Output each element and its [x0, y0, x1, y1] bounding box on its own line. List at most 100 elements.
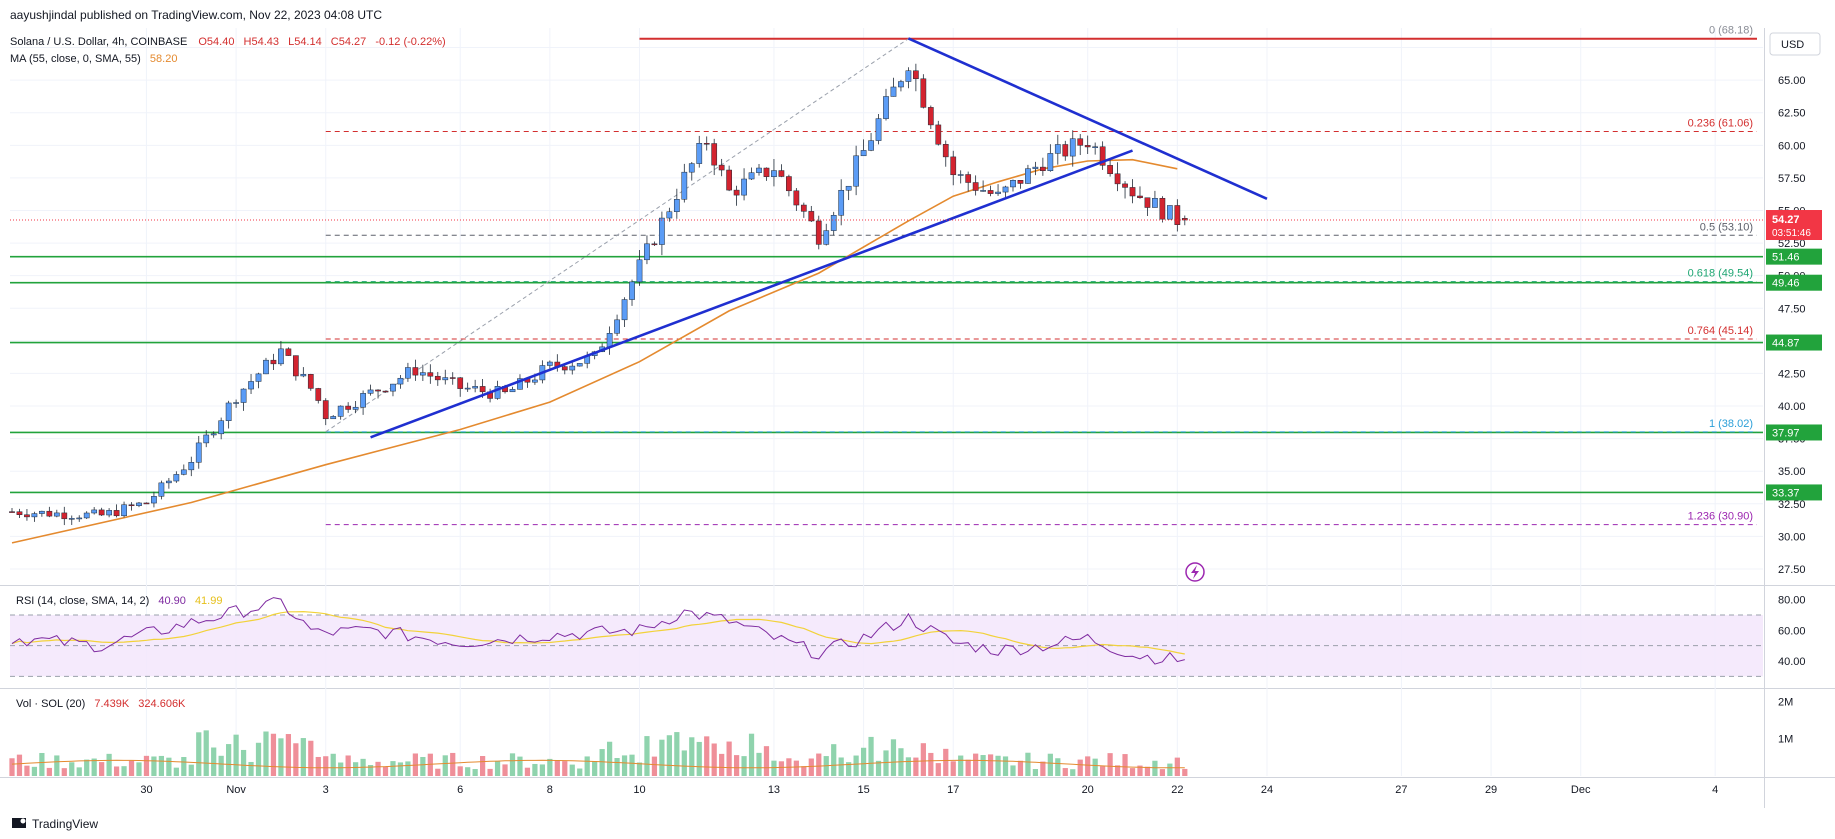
candle-body [166, 480, 172, 484]
candle-body [46, 510, 53, 517]
support-price-badge-label: 44.87 [1772, 338, 1800, 350]
volume-bar [54, 755, 60, 776]
fib-label-1.236: 1.236 (30.90) [1688, 511, 1753, 523]
candle-body [457, 377, 464, 389]
volume-bar [592, 761, 598, 776]
volume-bar [300, 738, 306, 776]
candle-body [741, 178, 747, 196]
price-tick-label: 65.00 [1778, 75, 1806, 87]
volume-bar [188, 764, 194, 776]
volume-bar [943, 748, 949, 776]
volume-bar [621, 755, 628, 776]
volume-bar [644, 736, 650, 776]
volume-bar [1107, 753, 1113, 776]
candle-body [195, 442, 202, 463]
volume-bar [1002, 756, 1009, 776]
volume-bar [173, 767, 179, 776]
time-tick-label: 4 [1712, 784, 1718, 796]
candle-body [980, 190, 986, 192]
candle-body [375, 389, 381, 392]
volume-bar [84, 759, 90, 776]
candle-body [382, 390, 389, 393]
volume-bar [375, 761, 381, 776]
volume-bar [1017, 760, 1024, 776]
candle-body [995, 191, 1001, 194]
candle-body [128, 504, 135, 507]
price-tick-label: 27.50 [1778, 564, 1806, 576]
volume-bar [577, 768, 583, 776]
volume-bar [741, 756, 747, 776]
volume-bar [569, 764, 575, 776]
volume-bar [801, 766, 807, 776]
volume-bar [771, 760, 777, 776]
rsi-legend-ma-value: 41.99 [195, 595, 223, 607]
ohlc-high: H54.43 [244, 36, 279, 48]
candle-body [479, 386, 486, 393]
symbol-legend[interactable]: Solana / U.S. Dollar, 4h, COINBASE O54.4… [10, 36, 446, 65]
candle-body [1107, 165, 1113, 175]
candle-body [255, 373, 262, 382]
svg-text:MA (55, close, 0, SMA, 55): MA (55, close, 0, SMA, 55) 58.20 [10, 53, 177, 65]
volume-legend[interactable]: Vol · SOL (20) 7.439K 324.606K [16, 698, 186, 710]
volume-bar [599, 749, 605, 776]
currency-label: USD [1781, 39, 1804, 51]
candle-body [390, 383, 396, 392]
candle-body [1062, 144, 1069, 157]
candle-body [830, 215, 837, 231]
candle-body [307, 374, 314, 389]
candle-body [1129, 187, 1136, 197]
bearish-trend-line [907, 37, 1268, 200]
currency-button[interactable] [1769, 32, 1821, 56]
price-axis-panel[interactable] [1765, 28, 1835, 808]
support-price-badge [1766, 248, 1822, 265]
volume-bar [950, 761, 956, 776]
trend-lines[interactable] [370, 37, 1268, 439]
candle-body [405, 367, 411, 379]
candle-body [875, 118, 882, 141]
rsi-tick-label: 40.00 [1778, 656, 1806, 668]
candle-body [883, 96, 889, 119]
rsi-legend[interactable]: RSI (14, close, SMA, 14, 2) 40.90 41.99 [16, 595, 222, 607]
candle-body [629, 281, 635, 300]
support-price-badge-label: 33.37 [1772, 487, 1800, 499]
axes: 67.5065.0062.5060.0057.5055.0052.5050.00… [140, 43, 1805, 796]
candle-body [636, 259, 643, 283]
fibonacci-retracement[interactable]: 0 (68.18) 0.236 (61.06) 0.5 (53.10) 0.618 (… [325, 25, 1757, 526]
candle-body [330, 416, 337, 420]
volume-bar [494, 761, 501, 776]
candle-body [696, 143, 703, 164]
volume-bar [285, 734, 292, 776]
volume-bar [913, 757, 919, 776]
time-tick-label: 29 [1485, 784, 1497, 796]
last-price-countdown: 03:51:46 [1772, 228, 1811, 239]
candle-body [532, 379, 538, 383]
candle-body [225, 402, 232, 421]
candle-body [1152, 197, 1158, 208]
volume-bar [91, 758, 97, 776]
volume-bar [629, 754, 635, 776]
volume-bar [196, 732, 202, 776]
candle-body [263, 359, 269, 375]
candle-body [322, 400, 329, 420]
volume-bar [390, 761, 396, 776]
volume-bar [838, 757, 844, 776]
candle-body [442, 377, 449, 381]
candle-body [569, 365, 576, 371]
volume-bar [681, 750, 687, 776]
candle-body [517, 378, 523, 390]
volume-bar [726, 741, 732, 776]
candle-body [838, 189, 845, 216]
lightning-icon[interactable] [1185, 562, 1205, 582]
volume-ma-line [11, 759, 1185, 769]
candle-body [718, 164, 725, 171]
volume-bar [106, 753, 112, 776]
publisher-line: aayushjindal published on TradingView.co… [10, 8, 382, 22]
candle-body [180, 469, 187, 475]
volume-bar [524, 767, 531, 776]
volume-bar [240, 749, 247, 776]
candle-body [449, 377, 456, 379]
candle-body [786, 176, 792, 192]
candle-body [853, 155, 859, 187]
candle-body [1122, 183, 1128, 188]
